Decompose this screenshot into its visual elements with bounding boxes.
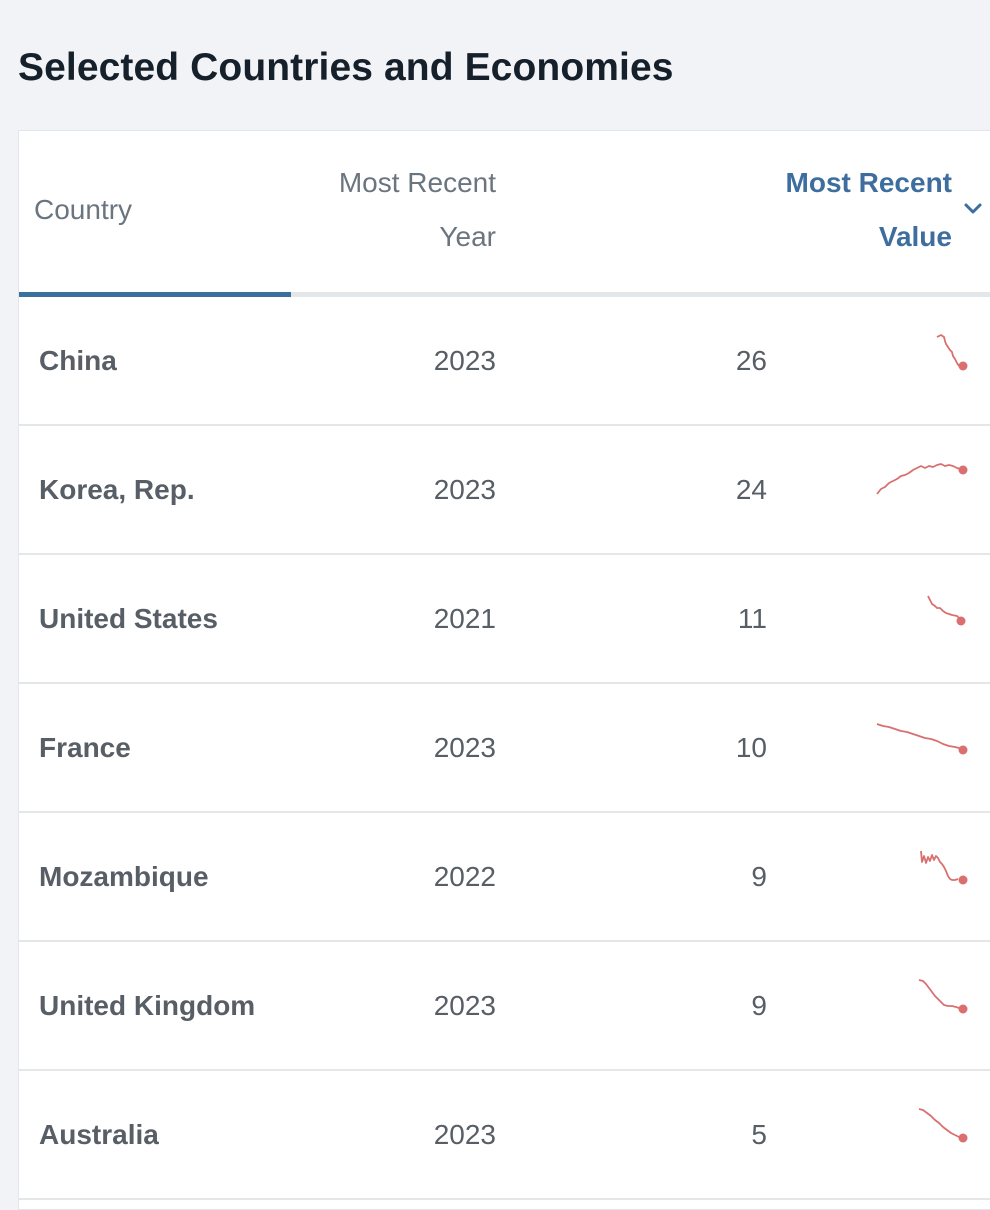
country-name[interactable]: United Kingdom bbox=[39, 989, 256, 1021]
most-recent-year: 2023 bbox=[433, 473, 496, 505]
trend-sparkline bbox=[849, 1071, 968, 1198]
trend-sparkline bbox=[849, 555, 966, 682]
most-recent-value: 26 bbox=[735, 344, 767, 376]
most-recent-year: 2023 bbox=[433, 344, 496, 376]
most-recent-year: 2023 bbox=[433, 989, 496, 1021]
column-header-year[interactable]: Most Recent Year bbox=[338, 167, 496, 252]
most-recent-value: 9 bbox=[751, 989, 767, 1021]
most-recent-year: 2022 bbox=[433, 860, 496, 892]
most-recent-value: 9 bbox=[751, 860, 767, 892]
page-title: Selected Countries and Economies bbox=[18, 46, 674, 89]
most-recent-value: 24 bbox=[735, 473, 767, 505]
country-name[interactable]: France bbox=[39, 731, 131, 763]
most-recent-value: 10 bbox=[735, 731, 767, 763]
country-name[interactable]: United States bbox=[39, 602, 218, 634]
country-name[interactable]: Australia bbox=[39, 1118, 159, 1150]
table-row[interactable]: China 2023 26 bbox=[19, 297, 990, 426]
column-header-value[interactable]: Most Recent Value bbox=[19, 131, 982, 297]
column-header-value-label: Most Recent Value bbox=[785, 167, 952, 252]
table-row[interactable]: United States 2021 11 bbox=[19, 555, 990, 684]
most-recent-year: 2023 bbox=[433, 1118, 496, 1150]
table-header: Country Most Recent Year Most Recent Val… bbox=[19, 131, 990, 297]
active-sort-underline bbox=[19, 292, 291, 297]
country-name[interactable]: Korea, Rep. bbox=[39, 473, 195, 505]
trend-sparkline bbox=[849, 942, 968, 1069]
table-row[interactable]: Mozambique 2022 9 bbox=[19, 813, 990, 942]
table-row[interactable]: United Kingdom 2023 9 bbox=[19, 942, 990, 1071]
trend-sparkline bbox=[849, 684, 968, 811]
most-recent-year: 2021 bbox=[433, 602, 496, 634]
chevron-down-icon[interactable] bbox=[963, 202, 983, 216]
most-recent-value: 11 bbox=[737, 602, 767, 634]
countries-table: Country Most Recent Year Most Recent Val… bbox=[18, 130, 990, 1210]
table-row[interactable]: Korea, Rep. 2023 24 bbox=[19, 426, 990, 555]
table-row[interactable]: Australia 2023 5 bbox=[19, 1071, 990, 1200]
trend-sparkline bbox=[849, 297, 968, 424]
trend-sparkline bbox=[849, 426, 968, 553]
table-body: China 2023 26 Korea, Rep. 2023 24 bbox=[19, 297, 990, 1200]
table-row[interactable]: France 2023 10 bbox=[19, 684, 990, 813]
trend-sparkline bbox=[849, 813, 968, 940]
most-recent-value: 5 bbox=[751, 1118, 767, 1150]
country-name[interactable]: China bbox=[39, 344, 117, 376]
column-header-country[interactable]: Country bbox=[34, 194, 133, 225]
most-recent-year: 2023 bbox=[433, 731, 496, 763]
country-name[interactable]: Mozambique bbox=[39, 860, 209, 892]
